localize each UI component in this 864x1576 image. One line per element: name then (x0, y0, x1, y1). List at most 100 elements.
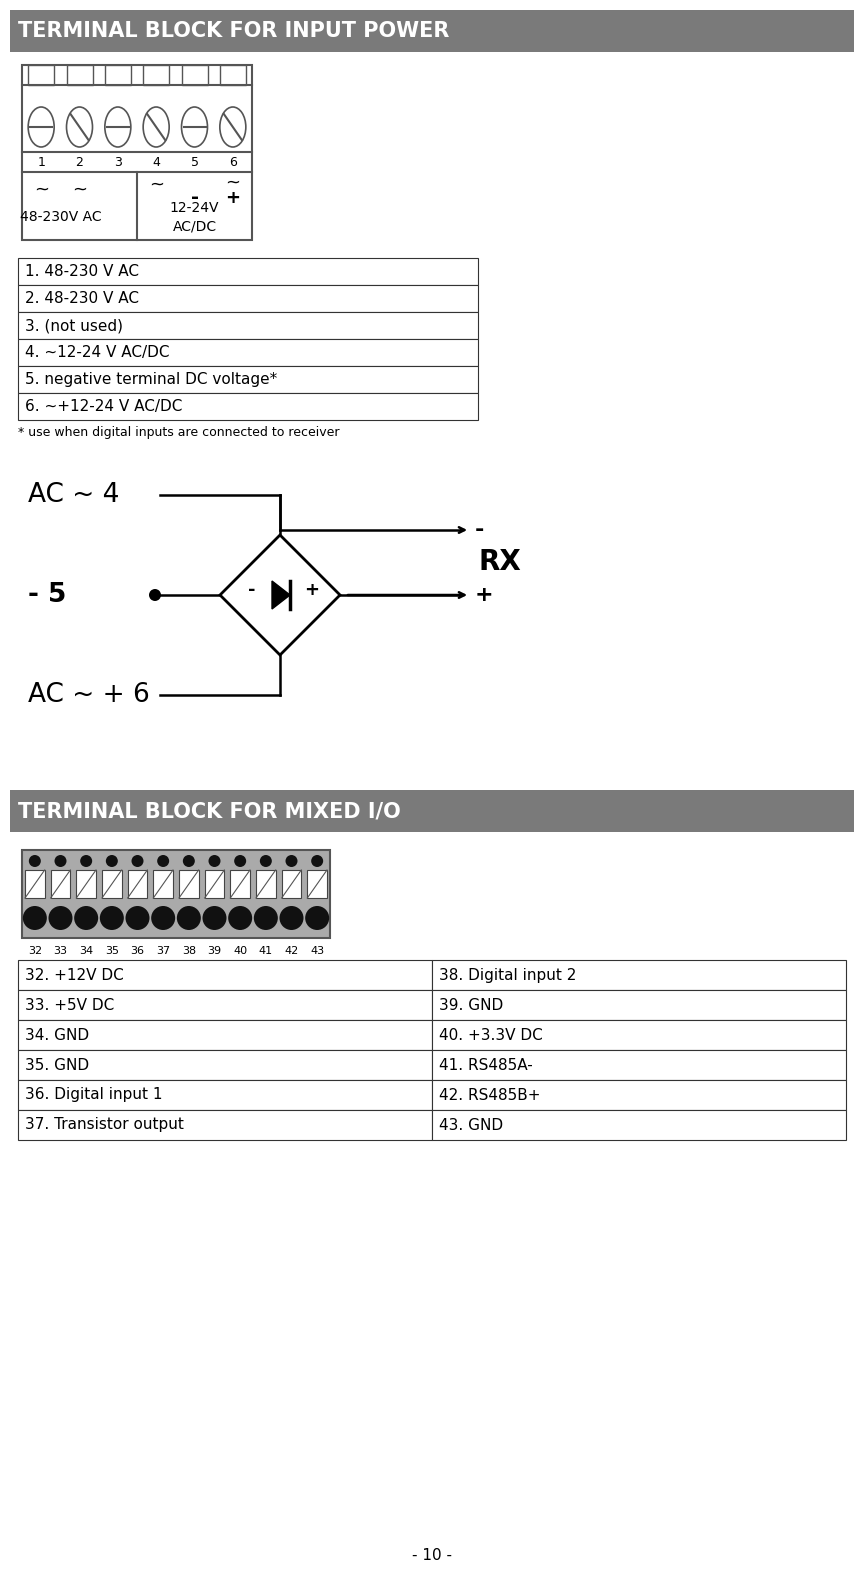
Bar (432, 1080, 846, 1110)
Bar (18, 312, 478, 339)
Text: 42: 42 (284, 946, 299, 957)
Bar (67, 65, 92, 85)
Bar (153, 870, 173, 898)
Text: 4. ~12-24 V AC/DC: 4. ~12-24 V AC/DC (25, 345, 169, 359)
Ellipse shape (29, 107, 54, 147)
Text: 38. Digital input 2: 38. Digital input 2 (439, 968, 576, 982)
Circle shape (208, 856, 220, 867)
Bar (143, 65, 169, 85)
Text: 6: 6 (229, 156, 237, 169)
Text: 40: 40 (233, 946, 247, 957)
Text: ~: ~ (226, 173, 240, 192)
Bar (102, 870, 122, 898)
Text: ~: ~ (72, 181, 87, 199)
Circle shape (177, 906, 200, 930)
Ellipse shape (67, 107, 92, 147)
Circle shape (54, 856, 67, 867)
Text: 33. +5V DC: 33. +5V DC (25, 998, 114, 1012)
Bar (18, 339, 478, 366)
Text: 32: 32 (28, 946, 41, 957)
Text: 1. 48-230 V AC: 1. 48-230 V AC (25, 265, 139, 279)
Text: 36: 36 (130, 946, 144, 957)
Bar (18, 1020, 432, 1050)
Bar (22, 65, 252, 240)
Text: 2. 48-230 V AC: 2. 48-230 V AC (25, 292, 139, 306)
Text: 6. ~+12-24 V AC/DC: 6. ~+12-24 V AC/DC (25, 399, 182, 414)
Ellipse shape (181, 107, 207, 147)
Text: 2: 2 (75, 156, 84, 169)
Bar (18, 392, 478, 419)
Bar (181, 65, 207, 85)
Text: 40. +3.3V DC: 40. +3.3V DC (439, 1028, 543, 1042)
Circle shape (151, 906, 175, 930)
Text: 41: 41 (259, 946, 273, 957)
Text: 35: 35 (105, 946, 119, 957)
Bar (18, 960, 432, 990)
Ellipse shape (143, 107, 169, 147)
Text: 5: 5 (190, 156, 199, 169)
Circle shape (157, 856, 169, 867)
Circle shape (311, 856, 323, 867)
Circle shape (74, 906, 98, 930)
Bar (18, 1110, 432, 1139)
Circle shape (202, 906, 226, 930)
Text: 39: 39 (207, 946, 221, 957)
Text: 42. RS485B+: 42. RS485B+ (439, 1087, 541, 1103)
Bar (256, 870, 276, 898)
Polygon shape (272, 582, 290, 608)
Bar (29, 65, 54, 85)
Text: * use when digital inputs are connected to receiver: * use when digital inputs are connected … (18, 426, 340, 440)
Circle shape (125, 906, 149, 930)
Bar (231, 870, 250, 898)
Text: 39. GND: 39. GND (439, 998, 503, 1012)
Bar (432, 990, 846, 1020)
Circle shape (183, 856, 195, 867)
Ellipse shape (219, 107, 246, 147)
Text: 12-24V
AC/DC: 12-24V AC/DC (169, 200, 219, 233)
Bar (18, 258, 478, 285)
Bar (76, 870, 96, 898)
Bar (432, 1110, 846, 1139)
Text: 34. GND: 34. GND (25, 1028, 89, 1042)
Circle shape (80, 856, 92, 867)
Bar (25, 870, 45, 898)
Text: 43. GND: 43. GND (439, 1117, 503, 1133)
Bar (282, 870, 302, 898)
Circle shape (48, 906, 73, 930)
Text: TERMINAL BLOCK FOR INPUT POWER: TERMINAL BLOCK FOR INPUT POWER (18, 20, 449, 41)
Bar (51, 870, 70, 898)
Bar (18, 285, 478, 312)
Bar (432, 1020, 846, 1050)
Bar (22, 849, 330, 938)
Polygon shape (220, 534, 340, 656)
Circle shape (228, 906, 252, 930)
Circle shape (149, 589, 161, 600)
Bar (205, 870, 225, 898)
Bar (308, 870, 327, 898)
Text: 38: 38 (181, 946, 196, 957)
Circle shape (131, 856, 143, 867)
Text: 36. Digital input 1: 36. Digital input 1 (25, 1087, 162, 1103)
Circle shape (29, 856, 41, 867)
Text: 4: 4 (152, 156, 160, 169)
Text: 37: 37 (156, 946, 170, 957)
Text: 33: 33 (54, 946, 67, 957)
Bar (432, 960, 846, 990)
Text: -: - (248, 582, 256, 599)
Text: 3. (not used): 3. (not used) (25, 318, 123, 333)
Bar (18, 990, 432, 1020)
Text: -: - (475, 520, 485, 541)
Text: 37. Transistor output: 37. Transistor output (25, 1117, 184, 1133)
Text: 35. GND: 35. GND (25, 1057, 89, 1073)
Text: 3: 3 (114, 156, 122, 169)
Bar (432, 1050, 846, 1080)
Circle shape (105, 856, 118, 867)
Circle shape (305, 906, 329, 930)
Bar (18, 366, 478, 392)
Text: ~: ~ (149, 177, 163, 194)
Text: RX: RX (479, 548, 521, 575)
Circle shape (100, 906, 124, 930)
Text: AC ~ 4: AC ~ 4 (28, 482, 119, 507)
Text: TERMINAL BLOCK FOR MIXED I/O: TERMINAL BLOCK FOR MIXED I/O (18, 801, 401, 821)
Text: +: + (475, 585, 493, 605)
